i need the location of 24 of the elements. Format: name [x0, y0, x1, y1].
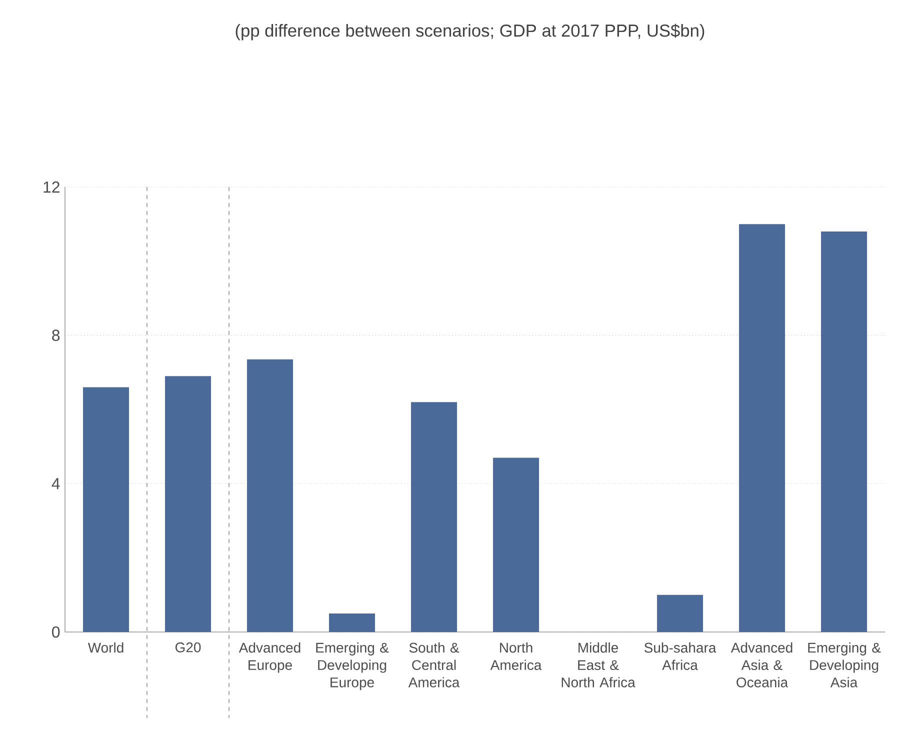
x-tick-label: Advanced Asia & Oceania: [730, 642, 792, 688]
y-tick-label: 8: [52, 330, 60, 341]
y-tick-label: 12: [44, 181, 60, 193]
x-tick-label: G20: [175, 642, 201, 652]
x-tick-label: Middle East & North Africa: [562, 642, 636, 688]
bar: [657, 594, 704, 632]
x-tick-label: Emerging & Developing Asia: [808, 642, 881, 688]
bar: [165, 376, 212, 632]
x-tick-label: Emerging & Developing Europe: [316, 642, 389, 690]
bar: [247, 359, 294, 632]
bar: [493, 458, 540, 632]
bar: [83, 387, 130, 632]
bar: [821, 231, 868, 632]
y-tick-label: 0: [52, 626, 60, 638]
x-tick-label: Sub-sahara Africa: [644, 642, 716, 670]
y-tick-label: 4: [52, 478, 60, 490]
x-tick-label: South & Central America: [408, 642, 460, 688]
bar: [411, 402, 458, 632]
bar: [739, 224, 786, 632]
x-tick-label: North America: [490, 642, 542, 670]
x-tick-label: World: [88, 642, 124, 653]
bar: [329, 613, 376, 632]
x-tick-label: Advanced Europe: [238, 642, 300, 673]
chart-title: (pp difference between scenarios; GDP at 2017 PPP, US$bn): [236, 24, 704, 40]
